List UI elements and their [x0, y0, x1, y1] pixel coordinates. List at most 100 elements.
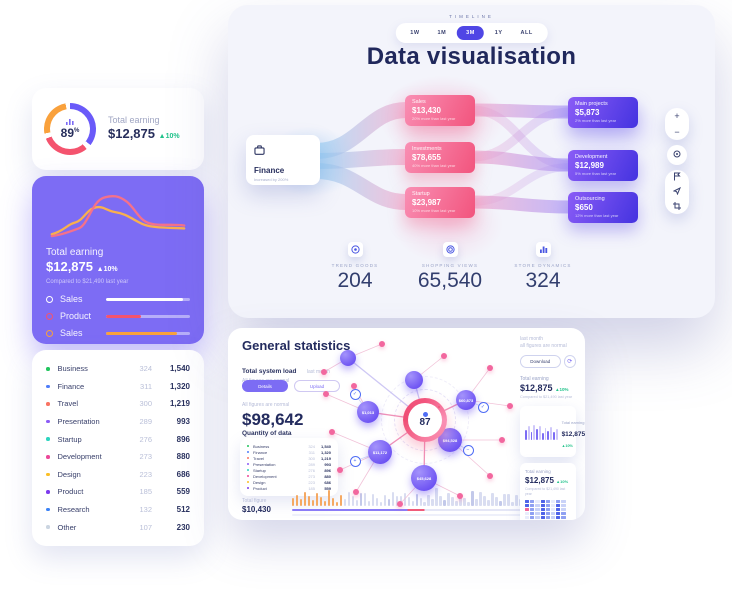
category-dot-icon	[247, 463, 249, 465]
table-row[interactable]: Other 107 230	[46, 518, 190, 536]
table-row[interactable]: Presentation 289 993	[46, 413, 190, 431]
table-row[interactable]: Finance 311 1,320	[46, 378, 190, 396]
node-badge-icon[interactable]: ✓	[349, 388, 361, 400]
refresh-icon[interactable]: ⟳	[563, 355, 576, 368]
general-statistics-panel: General statistics Total system load las…	[228, 328, 585, 520]
red-series-line	[50, 195, 186, 238]
flow-node-startup[interactable]: Startup $23,987 10% more than last year	[405, 187, 475, 218]
total-figure-value: $10,430	[242, 505, 271, 514]
mini-earning-card-heatmap[interactable]: Total earning $12,875 ▲10% Compared to $…	[520, 463, 576, 520]
category-dot-icon	[247, 469, 249, 471]
network-node[interactable]: $60,873	[456, 390, 476, 410]
up-arrow-icon: ▲	[561, 444, 566, 448]
target-icon[interactable]	[673, 150, 681, 160]
legend-row-product[interactable]: Product	[46, 311, 190, 321]
timeline-option-1y[interactable]: 1Y	[488, 27, 510, 39]
donut-percent: 89%	[60, 126, 80, 140]
total-earning-summary-card: 89% Total earning $12,875 ▲10%	[32, 88, 204, 170]
node-badge-icon[interactable]: −	[462, 444, 474, 456]
crop-icon[interactable]	[673, 201, 681, 212]
satellite-dot-icon	[351, 383, 357, 389]
network-node[interactable]	[340, 350, 356, 366]
progress-line	[292, 509, 574, 511]
donut-center: 89%	[50, 109, 90, 149]
table-row[interactable]: Presentation 289 993	[247, 461, 331, 467]
source-title: Finance	[254, 166, 285, 175]
legend-row-sales[interactable]: Sales	[46, 294, 190, 304]
mini-bar-chart	[525, 424, 558, 440]
timeline-option-3m[interactable]: 3M	[457, 26, 484, 40]
trend-card-delta: ▲10%	[96, 266, 118, 273]
category-dot-icon	[46, 507, 50, 512]
flow-node-main-projects[interactable]: Main projects $5,873 2% more than last y…	[568, 97, 638, 128]
table-row[interactable]: Startup 276 896	[247, 467, 331, 473]
table-row[interactable]: Business 324 1,540	[247, 443, 331, 449]
flag-icon[interactable]	[673, 172, 681, 183]
network-node[interactable]: $1,013	[357, 401, 379, 423]
table-row[interactable]: Finance 311 1,320	[247, 449, 331, 455]
zoom-toolbar: + −	[665, 108, 689, 140]
category-dot-icon	[46, 472, 50, 477]
category-table-card: Business 324 1,540 Finance 311 1,320 Travel 300…	[32, 350, 204, 546]
table-row[interactable]: Research 132 512	[46, 501, 190, 519]
download-button[interactable]: Download	[520, 355, 561, 368]
data-visualisation-panel: TIMELINE 1W 1M 3M 1Y ALL Data visualisat…	[228, 5, 715, 318]
table-row[interactable]: Travel 300 1,219	[247, 455, 331, 461]
timeline-option-1w[interactable]: 1W	[403, 27, 426, 39]
briefcase-icon	[254, 145, 265, 155]
total-earning-trend-card: Total earning $12,875 ▲10% Compared to $…	[32, 176, 204, 344]
progress-track	[292, 514, 574, 516]
timeline-option-all[interactable]: ALL	[514, 27, 540, 39]
center-node-value: 87	[419, 406, 440, 428]
legend-bar	[106, 297, 190, 301]
flow-node-sales[interactable]: Sales $13,430 20% more than last year	[405, 95, 475, 126]
trend-card-compare: Compared to $21,490 last year	[46, 279, 129, 285]
zoom-out-button[interactable]: −	[674, 126, 680, 137]
category-dot-icon	[46, 455, 50, 459]
side-earning-delta: ▲10%	[555, 387, 569, 392]
upload-button[interactable]: Upload	[294, 380, 340, 392]
legend-ring-icon	[46, 295, 53, 303]
send-icon[interactable]	[672, 187, 681, 197]
flow-node-investments[interactable]: Investments $78,655 40% more than last y…	[405, 142, 475, 173]
flow-node-outsourcing[interactable]: Outsourcing $650 12% more than last year	[568, 192, 638, 223]
trend-goods-icon	[347, 242, 363, 257]
node-badge-icon[interactable]: ✓	[477, 401, 489, 413]
earnings-line-chart	[50, 195, 186, 238]
details-button[interactable]: Details	[242, 380, 288, 392]
up-arrow-icon: ▲	[158, 132, 166, 140]
legend-ring-icon	[46, 329, 53, 337]
category-dot-icon	[247, 457, 249, 459]
table-row[interactable]: Business 324 1,540	[46, 360, 190, 378]
satellite-dot-icon	[487, 365, 493, 371]
network-node[interactable]: $45,628	[411, 465, 437, 491]
trend-card-amount: $12,875 ▲10%	[46, 259, 118, 274]
table-row[interactable]: Development 273 880	[247, 473, 331, 479]
flow-node-development[interactable]: Development $12,989 5% more than last ye…	[568, 150, 638, 181]
table-row[interactable]: Startup 276 896	[46, 430, 190, 448]
satellite-dot-icon	[329, 429, 335, 435]
satellite-dot-icon	[321, 369, 327, 375]
timeline-option-1m[interactable]: 1M	[431, 27, 454, 39]
mini-earning-card-bars[interactable]: Total earning $12,875 ▲10%	[520, 406, 585, 457]
system-load-value: $98,642	[242, 410, 304, 429]
network-center-node[interactable]: 87	[403, 398, 447, 442]
finance-source-card[interactable]: Finance Increased by 200%	[246, 135, 320, 185]
category-dot-icon	[46, 437, 50, 441]
node-badge-icon[interactable]: +	[349, 455, 361, 467]
store-dynamics-icon	[535, 242, 551, 257]
table-row[interactable]: Development 273 880	[46, 448, 190, 466]
network-node[interactable]: $11,172	[368, 440, 392, 464]
table-row[interactable]: Travel 300 1,219	[46, 395, 190, 413]
table-row[interactable]: Design 223 686	[247, 479, 331, 485]
table-row[interactable]: Product 185 559	[46, 483, 190, 501]
recenter-toolbar	[667, 145, 687, 165]
table-row[interactable]: Product 185 559	[247, 485, 331, 491]
zoom-in-button[interactable]: +	[674, 110, 680, 121]
satellite-dot-icon	[441, 353, 447, 359]
table-row[interactable]: Design 223 686	[46, 466, 190, 484]
satellite-dot-icon	[457, 493, 463, 499]
trend-card-title: Total earning	[46, 247, 104, 258]
network-node[interactable]	[405, 371, 423, 389]
legend-row-sales-2[interactable]: Sales	[46, 328, 190, 338]
